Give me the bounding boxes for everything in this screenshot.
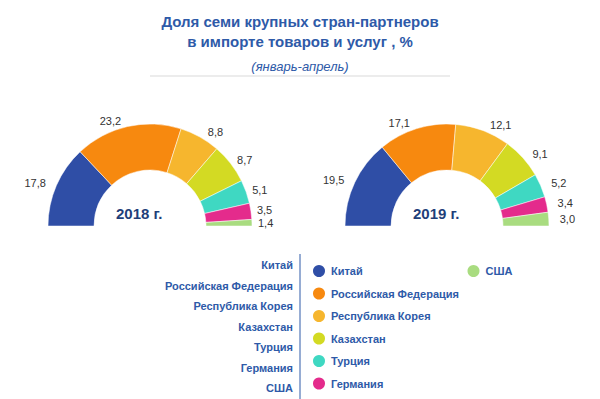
svg-text:Казахстан: Казахстан xyxy=(238,321,293,333)
svg-text:в импорте товаров и услуг , %: в импорте товаров и услуг , % xyxy=(187,33,413,50)
svg-text:9,1: 9,1 xyxy=(532,148,547,160)
svg-text:Китай: Китай xyxy=(331,265,363,277)
svg-text:19,5: 19,5 xyxy=(323,174,344,186)
svg-text:Китай: Китай xyxy=(261,259,293,271)
svg-text:Российская Федерация: Российская Федерация xyxy=(165,280,293,292)
svg-text:1,4: 1,4 xyxy=(258,217,273,229)
svg-text:3,4: 3,4 xyxy=(558,197,573,209)
svg-text:17,8: 17,8 xyxy=(24,177,45,189)
svg-text:5,1: 5,1 xyxy=(252,184,267,196)
svg-text:Казахстан: Казахстан xyxy=(331,333,386,345)
svg-text:Германия: Германия xyxy=(241,362,293,374)
svg-text:Германия: Германия xyxy=(331,378,383,390)
svg-text:3,5: 3,5 xyxy=(257,204,272,216)
svg-text:12,1: 12,1 xyxy=(490,119,511,131)
svg-text:США: США xyxy=(266,382,293,394)
svg-text:Республика Корея: Республика Корея xyxy=(331,310,431,322)
svg-text:5,2: 5,2 xyxy=(551,177,566,189)
svg-text:17,1: 17,1 xyxy=(389,117,410,129)
svg-text:США: США xyxy=(485,265,512,277)
svg-text:(январь-апрель): (январь-апрель) xyxy=(251,59,348,74)
svg-text:23,2: 23,2 xyxy=(100,115,121,127)
svg-text:Республика Корея: Республика Корея xyxy=(193,300,293,312)
svg-text:2018 г.: 2018 г. xyxy=(116,205,162,222)
svg-text:8,8: 8,8 xyxy=(208,126,223,138)
svg-text:2019 г.: 2019 г. xyxy=(413,205,459,222)
svg-text:8,7: 8,7 xyxy=(237,154,252,166)
svg-text:Турция: Турция xyxy=(254,341,293,353)
svg-text:3,0: 3,0 xyxy=(560,213,575,225)
svg-text:Доля семи крупных стран-партне: Доля семи крупных стран-партнеров xyxy=(161,13,438,30)
svg-text:Российская Федерация: Российская Федерация xyxy=(331,288,459,300)
svg-text:Турция: Турция xyxy=(331,355,370,367)
